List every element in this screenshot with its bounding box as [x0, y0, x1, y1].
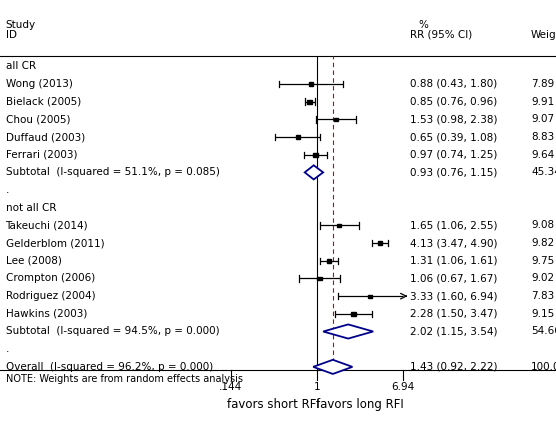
Text: 3.33 (1.60, 6.94): 3.33 (1.60, 6.94)	[410, 291, 498, 301]
Text: Takeuchi (2014): Takeuchi (2014)	[6, 221, 88, 230]
Text: 9.08: 9.08	[531, 221, 554, 230]
Text: Crompton (2006): Crompton (2006)	[6, 274, 95, 283]
Text: Study: Study	[6, 20, 36, 30]
Polygon shape	[305, 165, 323, 179]
Text: %: %	[419, 20, 429, 30]
Text: favors short RFI: favors short RFI	[227, 398, 320, 412]
Text: RR (95% CI): RR (95% CI)	[410, 30, 473, 40]
Text: 0.97 (0.74, 1.25): 0.97 (0.74, 1.25)	[410, 150, 498, 160]
Text: Hawkins (2003): Hawkins (2003)	[6, 309, 87, 319]
Text: 100.00: 100.00	[531, 362, 556, 372]
Text: 9.75: 9.75	[531, 256, 554, 266]
Polygon shape	[313, 360, 353, 374]
Text: 9.07: 9.07	[531, 114, 554, 124]
Text: 54.66: 54.66	[531, 327, 556, 336]
Bar	[334, 118, 338, 121]
Text: 6.94: 6.94	[391, 381, 415, 392]
Text: NOTE: Weights are from random effects analysis: NOTE: Weights are from random effects an…	[6, 373, 242, 384]
Text: Ferrari (2003): Ferrari (2003)	[6, 150, 77, 160]
Bar	[296, 135, 300, 139]
Text: Chou (2005): Chou (2005)	[6, 114, 70, 124]
Text: all CR: all CR	[6, 61, 36, 71]
Bar	[337, 224, 341, 227]
Text: 0.93 (0.76, 1.15): 0.93 (0.76, 1.15)	[410, 168, 498, 177]
Text: Overall  (I-squared = 96.2%, p = 0.000): Overall (I-squared = 96.2%, p = 0.000)	[6, 362, 213, 372]
Polygon shape	[323, 324, 373, 339]
Bar	[317, 277, 322, 280]
Text: .: .	[6, 185, 9, 195]
Text: 7.89: 7.89	[531, 79, 554, 89]
Text: Subtotal  (I-squared = 51.1%, p = 0.085): Subtotal (I-squared = 51.1%, p = 0.085)	[6, 168, 220, 177]
Text: not all CR: not all CR	[6, 203, 56, 213]
Bar	[378, 241, 383, 245]
Text: .: .	[6, 344, 9, 354]
Text: 0.85 (0.76, 0.96): 0.85 (0.76, 0.96)	[410, 97, 498, 107]
Text: Gelderblom (2011): Gelderblom (2011)	[6, 238, 104, 248]
Text: 1: 1	[314, 381, 320, 392]
Text: 45.34: 45.34	[531, 168, 556, 177]
Text: 7.83: 7.83	[531, 291, 554, 301]
Bar	[307, 100, 312, 103]
Text: Bielack (2005): Bielack (2005)	[6, 97, 81, 107]
Text: 2.02 (1.15, 3.54): 2.02 (1.15, 3.54)	[410, 327, 498, 336]
Bar	[351, 312, 356, 316]
Text: 1.53 (0.98, 2.38): 1.53 (0.98, 2.38)	[410, 114, 498, 124]
Bar	[326, 259, 331, 263]
Text: 9.82: 9.82	[531, 238, 554, 248]
Text: 9.15: 9.15	[531, 309, 554, 319]
Text: .144: .144	[219, 381, 242, 392]
Text: Rodriguez (2004): Rodriguez (2004)	[6, 291, 95, 301]
Text: 1.65 (1.06, 2.55): 1.65 (1.06, 2.55)	[410, 221, 498, 230]
Text: 1.43 (0.92, 2.22): 1.43 (0.92, 2.22)	[410, 362, 498, 372]
Text: 0.65 (0.39, 1.08): 0.65 (0.39, 1.08)	[410, 132, 498, 142]
Text: Lee (2008): Lee (2008)	[6, 256, 61, 266]
Text: 9.64: 9.64	[531, 150, 554, 160]
Text: Wong (2013): Wong (2013)	[6, 79, 72, 89]
Text: 8.83: 8.83	[531, 132, 554, 142]
Text: 2.28 (1.50, 3.47): 2.28 (1.50, 3.47)	[410, 309, 498, 319]
Text: 9.91: 9.91	[531, 97, 554, 107]
Text: Subtotal  (I-squared = 94.5%, p = 0.000): Subtotal (I-squared = 94.5%, p = 0.000)	[6, 327, 219, 336]
Bar	[309, 82, 313, 86]
Text: ID: ID	[6, 30, 17, 40]
Text: favors long RFI: favors long RFI	[316, 398, 404, 412]
Text: 1.31 (1.06, 1.61): 1.31 (1.06, 1.61)	[410, 256, 498, 266]
Text: Duffaud (2003): Duffaud (2003)	[6, 132, 85, 142]
Text: 9.02: 9.02	[531, 274, 554, 283]
Text: Weight: Weight	[531, 30, 556, 40]
Text: 1.06 (0.67, 1.67): 1.06 (0.67, 1.67)	[410, 274, 498, 283]
Text: 0.88 (0.43, 1.80): 0.88 (0.43, 1.80)	[410, 79, 498, 89]
Text: 4.13 (3.47, 4.90): 4.13 (3.47, 4.90)	[410, 238, 498, 248]
Bar	[369, 294, 373, 298]
Bar	[313, 153, 318, 156]
